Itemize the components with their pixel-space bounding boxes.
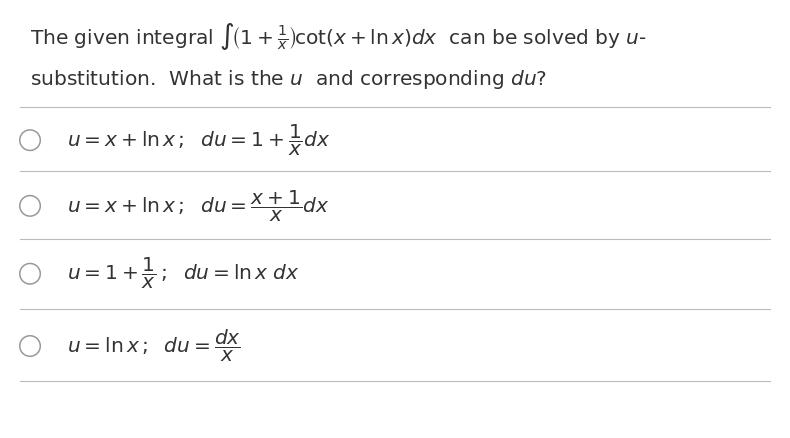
Text: $u = \ln x\,;\;$ $du = \dfrac{dx}{x}$: $u = \ln x\,;\;$ $du = \dfrac{dx}{x}$ <box>67 328 241 364</box>
Text: $u = x + \ln x\,;\;$ $du = 1 + \dfrac{1}{x}dx$: $u = x + \ln x\,;\;$ $du = 1 + \dfrac{1}… <box>67 123 330 158</box>
Text: $u = x + \ln x\,;\;$ $du = \dfrac{x+1}{x}dx$: $u = x + \ln x\,;\;$ $du = \dfrac{x+1}{x… <box>67 188 329 223</box>
Text: substitution.  What is the $u$  and corresponding $du$?: substitution. What is the $u$ and corres… <box>30 68 547 91</box>
Text: The given integral $\int \!\left(1 + \frac{1}{x}\right)\!\mathrm{cot}(x + \ln x): The given integral $\int \!\left(1 + \fr… <box>30 20 647 52</box>
Text: $u = 1 + \dfrac{1}{x}\,;\;$ $du = \ln x\;dx$: $u = 1 + \dfrac{1}{x}\,;\;$ $du = \ln x\… <box>67 256 299 291</box>
